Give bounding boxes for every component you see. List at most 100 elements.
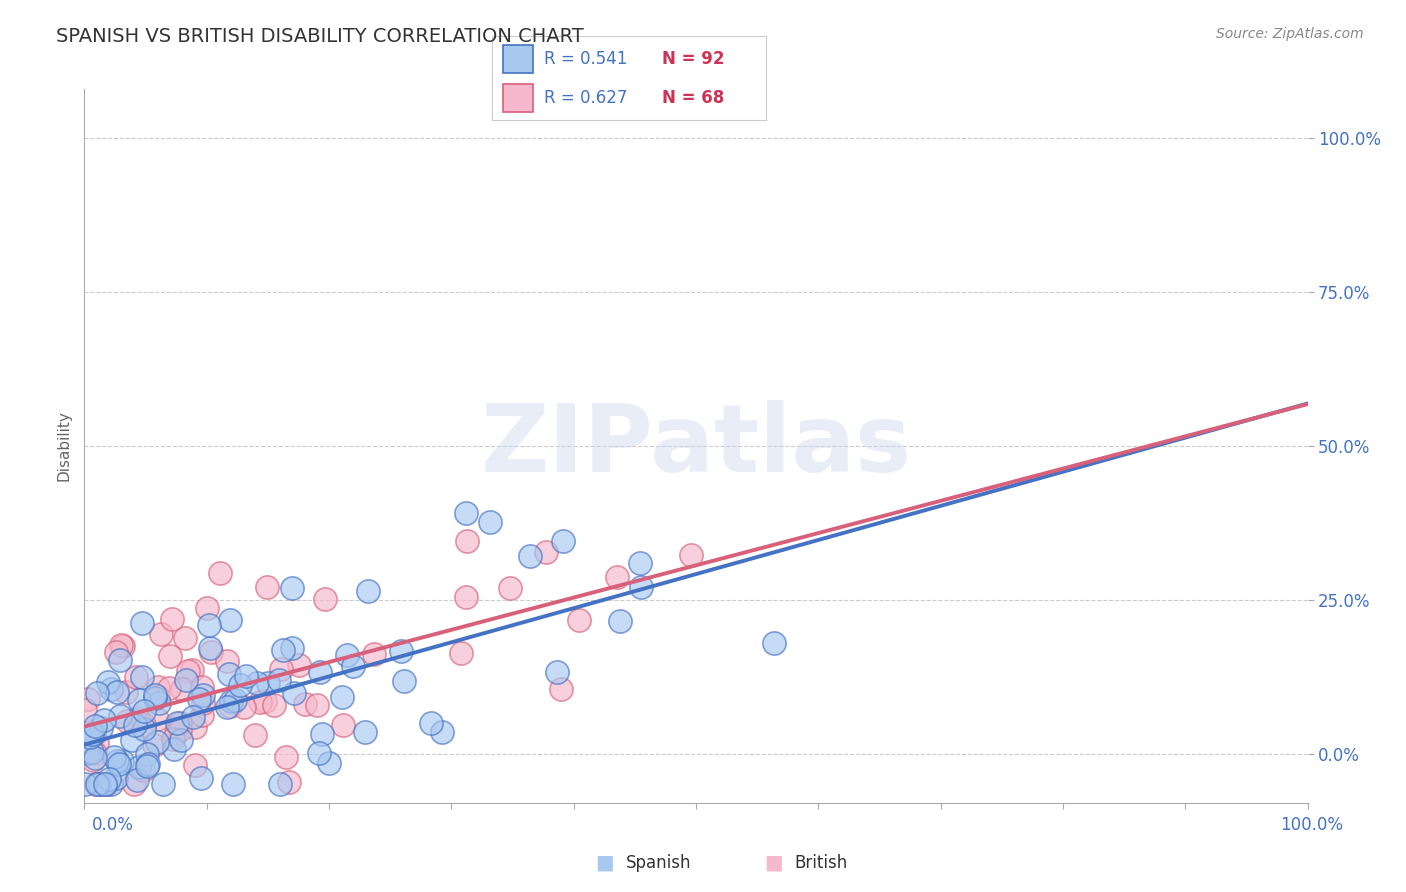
Point (551, 533, 574, 548)
Text: 100.0%: 100.0% (1279, 816, 1343, 834)
Point (132, 763, 155, 777)
Point (249, 695, 271, 709)
Point (191, 688, 214, 702)
Point (336, 648, 359, 663)
Point (96, 777, 118, 791)
Point (132, 722, 155, 736)
Point (235, 669, 257, 683)
Point (169, 723, 191, 737)
Point (105, 772, 128, 786)
Point (224, 692, 246, 706)
Point (97, 772, 120, 786)
Point (76, 746, 98, 760)
Point (357, 583, 380, 598)
Point (77, 692, 100, 706)
Point (228, 678, 250, 692)
Point (111, 639, 134, 653)
Point (191, 707, 214, 722)
Text: SPANISH VS BRITISH DISABILITY CORRELATION CHART: SPANISH VS BRITISH DISABILITY CORRELATIO… (56, 27, 583, 45)
Point (127, 711, 149, 725)
Point (162, 731, 184, 746)
Text: ▪: ▪ (763, 848, 783, 877)
Point (217, 699, 239, 714)
Point (146, 735, 169, 749)
Point (181, 709, 204, 723)
Point (122, 777, 145, 791)
Point (218, 613, 240, 627)
Point (142, 739, 165, 753)
Point (166, 716, 188, 731)
Point (169, 715, 191, 730)
Point (330, 690, 353, 704)
Point (294, 697, 316, 711)
Point (105, 685, 128, 699)
Point (208, 566, 231, 581)
Point (628, 557, 651, 571)
Point (184, 721, 207, 735)
Point (135, 758, 157, 772)
Point (73, 703, 96, 717)
Point (100, 682, 122, 697)
Text: R = 0.541: R = 0.541 (544, 51, 627, 69)
Point (534, 545, 557, 559)
Point (609, 614, 631, 628)
Point (103, 750, 125, 764)
Text: Spanish: Spanish (626, 854, 692, 871)
Point (308, 746, 330, 760)
Point (256, 580, 278, 594)
Point (87, 777, 110, 791)
Point (143, 691, 166, 706)
Point (148, 696, 170, 710)
Point (363, 647, 385, 661)
Point (190, 771, 212, 785)
Point (454, 591, 477, 605)
Point (519, 549, 541, 563)
Point (146, 712, 169, 726)
Point (269, 673, 291, 687)
Point (111, 754, 134, 768)
Y-axis label: Disability: Disability (56, 410, 72, 482)
Text: Source: ZipAtlas.com: Source: ZipAtlas.com (1216, 27, 1364, 41)
Point (218, 666, 240, 681)
Point (136, 756, 159, 771)
Point (149, 627, 172, 641)
Point (131, 670, 153, 684)
Point (80, 727, 103, 741)
Point (568, 614, 591, 628)
Point (83, 727, 105, 741)
Point (332, 717, 354, 731)
Text: 0.0%: 0.0% (91, 816, 134, 834)
Point (97, 674, 120, 689)
Point (108, 653, 131, 667)
Bar (503, 45, 533, 73)
Point (134, 718, 156, 732)
Point (450, 647, 472, 661)
Point (270, 662, 292, 676)
Point (152, 777, 174, 791)
Point (342, 659, 364, 673)
Point (143, 689, 166, 703)
Point (200, 645, 222, 659)
Point (176, 664, 198, 678)
Point (108, 757, 131, 772)
Point (94, 777, 117, 791)
Point (243, 728, 266, 742)
Point (105, 645, 128, 659)
Point (86, 686, 108, 700)
Point (84, 750, 107, 764)
Point (276, 750, 298, 764)
Point (188, 692, 211, 706)
Point (128, 760, 150, 774)
Point (124, 718, 146, 732)
Point (79, 730, 101, 744)
Point (174, 673, 197, 688)
Point (191, 681, 214, 695)
Point (308, 665, 330, 679)
Point (222, 777, 245, 791)
Bar (503, 84, 533, 112)
Point (454, 506, 477, 520)
Point (160, 611, 183, 625)
Point (392, 673, 415, 688)
Point (108, 709, 131, 723)
Point (136, 747, 159, 761)
